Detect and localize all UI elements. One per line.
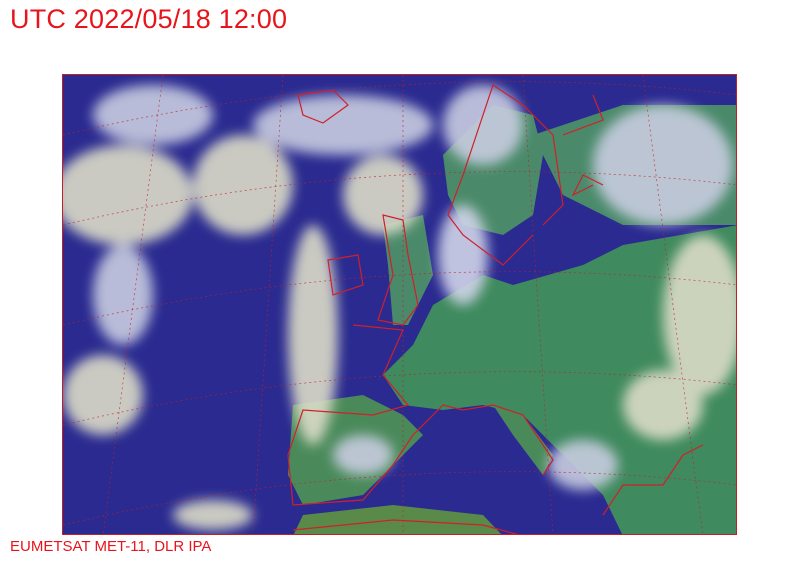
coastlines	[287, 84, 704, 534]
timestamp-title: UTC 2022/05/18 12:00	[10, 4, 288, 34]
image-credit: EUMETSAT MET-11, DLR IPA	[10, 538, 212, 555]
clouds	[63, 85, 736, 530]
graticule	[63, 75, 736, 534]
satellite-map	[62, 74, 737, 535]
satellite-image	[63, 75, 736, 534]
